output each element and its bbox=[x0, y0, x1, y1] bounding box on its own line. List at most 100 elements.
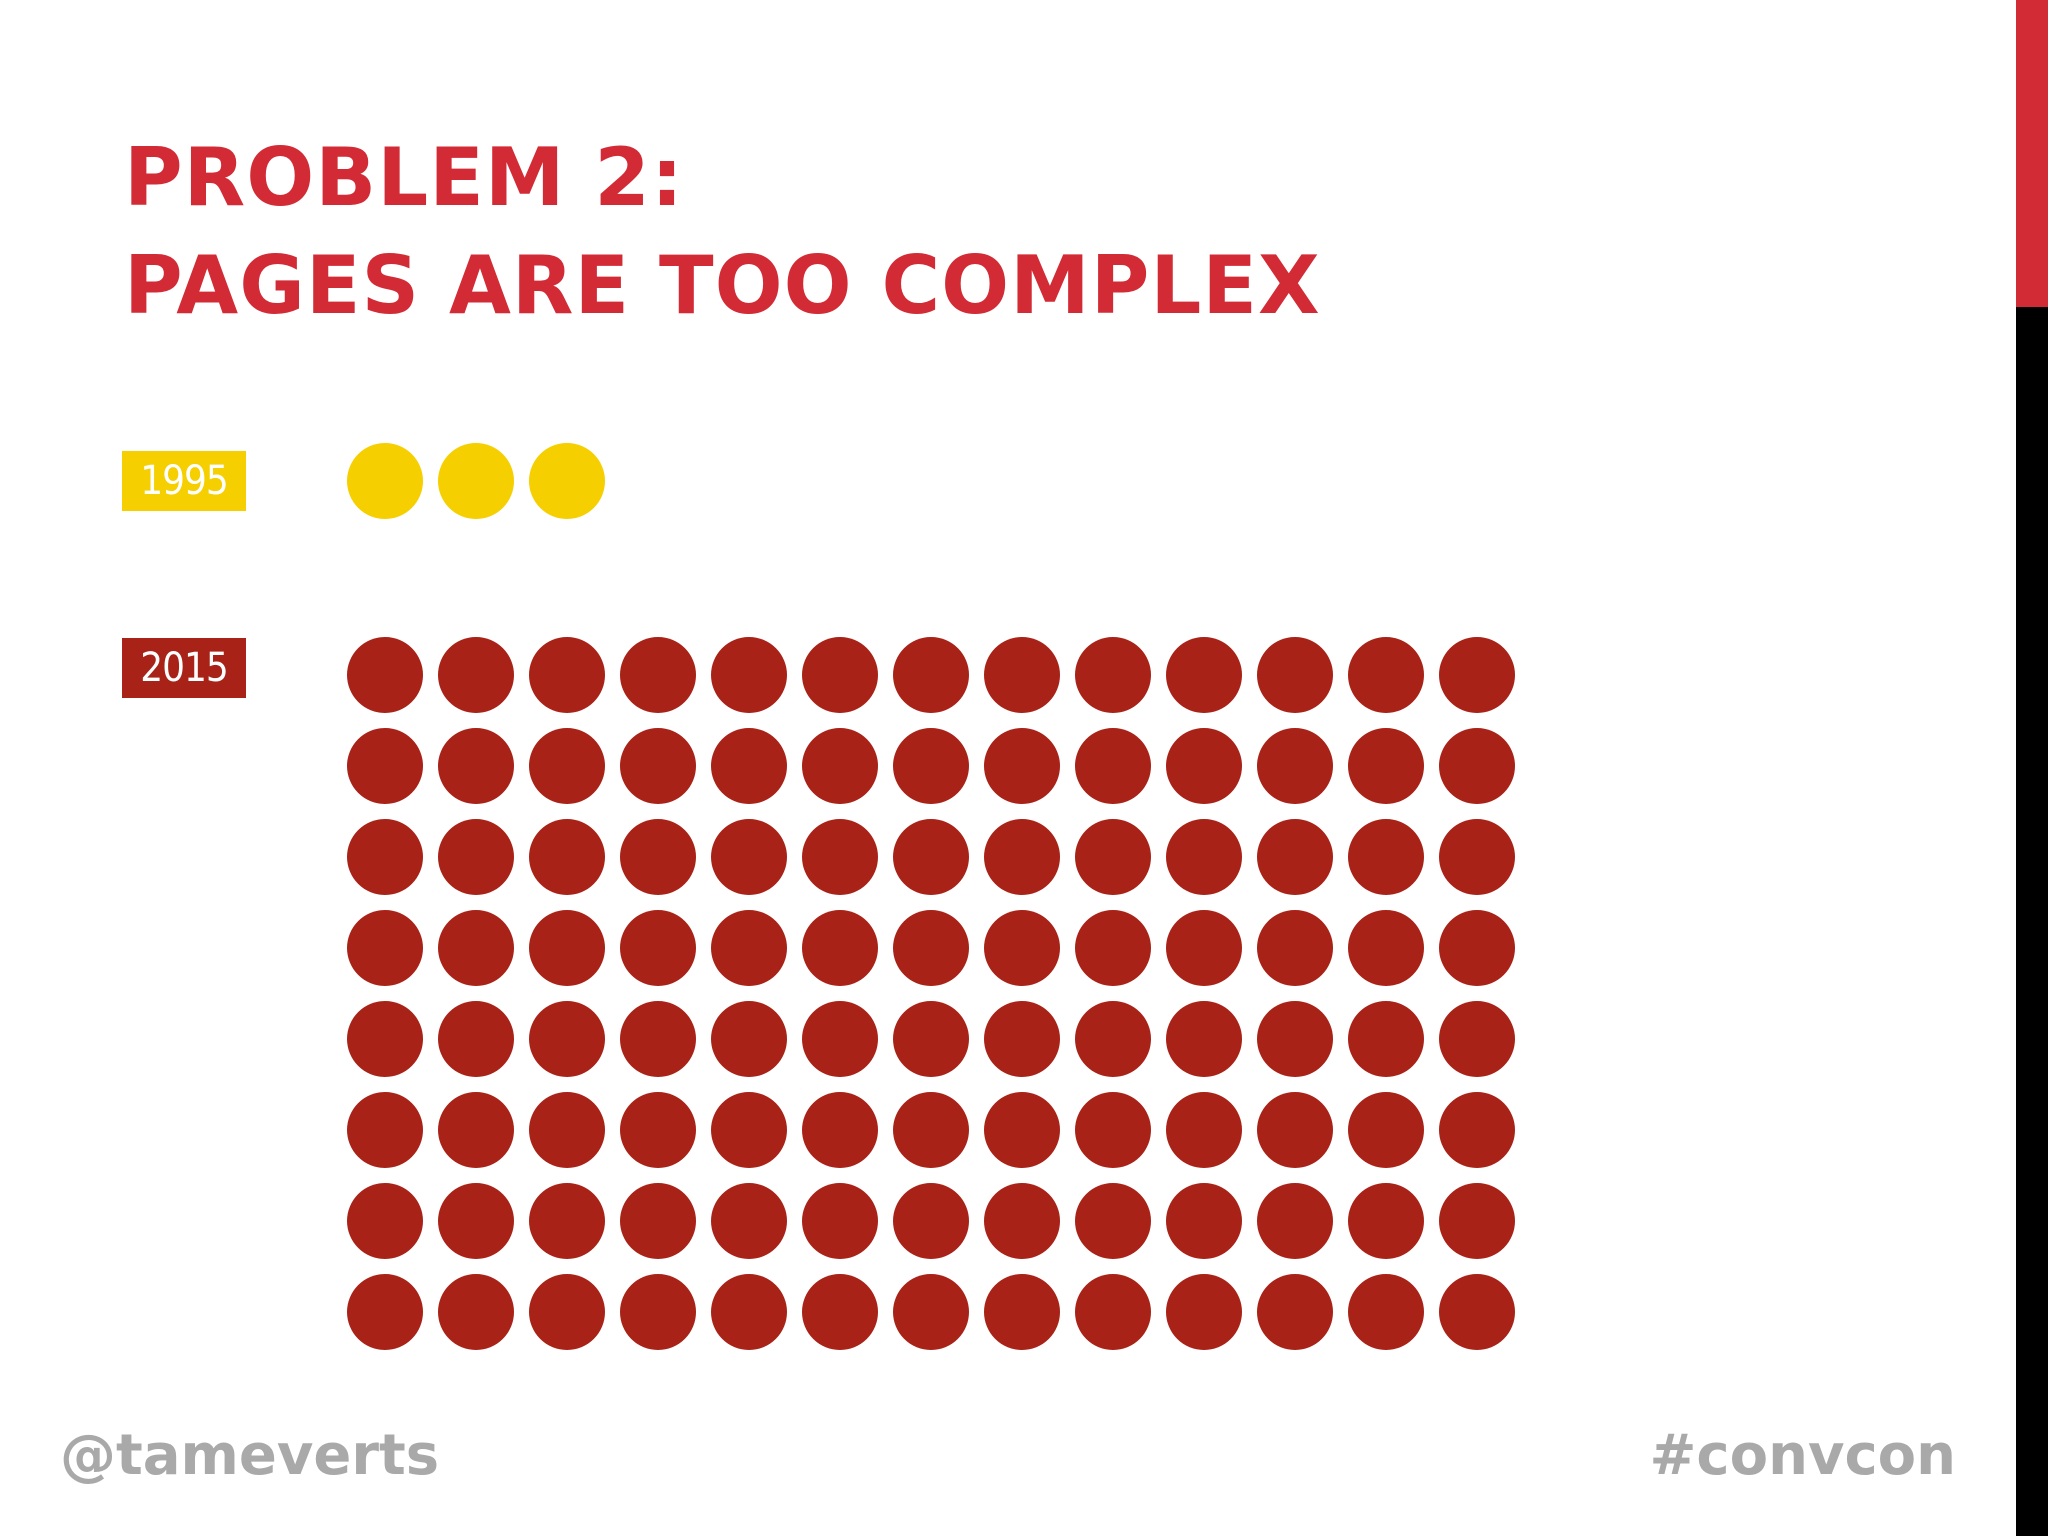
dot-2015-20 bbox=[893, 728, 969, 804]
dot-2015-34 bbox=[984, 819, 1060, 895]
dot-2015-7 bbox=[893, 637, 969, 713]
dot-2015-63 bbox=[1257, 1001, 1333, 1077]
dot-2015-55 bbox=[529, 1001, 605, 1077]
dot-1995-3 bbox=[529, 443, 605, 519]
dot-2015-93 bbox=[438, 1274, 514, 1350]
dot-2015-12 bbox=[1348, 637, 1424, 713]
dot-2015-54 bbox=[438, 1001, 514, 1077]
dot-2015-67 bbox=[438, 1092, 514, 1168]
dot-2015-101 bbox=[1166, 1274, 1242, 1350]
dot-2015-85 bbox=[893, 1183, 969, 1259]
dot-2015-74 bbox=[1075, 1092, 1151, 1168]
dot-2015-83 bbox=[711, 1183, 787, 1259]
dot-2015-29 bbox=[529, 819, 605, 895]
dot-2015-81 bbox=[529, 1183, 605, 1259]
dot-2015-72 bbox=[893, 1092, 969, 1168]
dot-2015-14 bbox=[347, 728, 423, 804]
dot-2015-8 bbox=[984, 637, 1060, 713]
dot-2015-23 bbox=[1166, 728, 1242, 804]
year-label-1995: 1995 bbox=[122, 451, 246, 511]
dot-2015-97 bbox=[802, 1274, 878, 1350]
dot-2015-13 bbox=[1439, 637, 1515, 713]
dot-2015-33 bbox=[893, 819, 969, 895]
dot-2015-43 bbox=[620, 910, 696, 986]
dot-2015-4 bbox=[620, 637, 696, 713]
dot-2015-96 bbox=[711, 1274, 787, 1350]
dot-2015-53 bbox=[347, 1001, 423, 1077]
dot-2015-100 bbox=[1075, 1274, 1151, 1350]
dot-2015-80 bbox=[438, 1183, 514, 1259]
dot-2015-42 bbox=[529, 910, 605, 986]
dot-2015-1 bbox=[347, 637, 423, 713]
dot-2015-57 bbox=[711, 1001, 787, 1077]
dot-2015-52 bbox=[1439, 910, 1515, 986]
dot-2015-31 bbox=[711, 819, 787, 895]
side-dark-bar bbox=[2016, 307, 2048, 1536]
dot-2015-18 bbox=[711, 728, 787, 804]
dot-2015-36 bbox=[1166, 819, 1242, 895]
dot-2015-28 bbox=[438, 819, 514, 895]
dot-2015-37 bbox=[1257, 819, 1333, 895]
dot-2015-95 bbox=[620, 1274, 696, 1350]
dot-2015-26 bbox=[1439, 728, 1515, 804]
dot-2015-70 bbox=[711, 1092, 787, 1168]
dot-2015-73 bbox=[984, 1092, 1060, 1168]
dot-2015-102 bbox=[1257, 1274, 1333, 1350]
dot-2015-66 bbox=[347, 1092, 423, 1168]
dot-2015-11 bbox=[1257, 637, 1333, 713]
dot-2015-87 bbox=[1075, 1183, 1151, 1259]
dot-2015-94 bbox=[529, 1274, 605, 1350]
dot-2015-50 bbox=[1257, 910, 1333, 986]
dot-2015-49 bbox=[1166, 910, 1242, 986]
dot-2015-77 bbox=[1348, 1092, 1424, 1168]
dot-2015-84 bbox=[802, 1183, 878, 1259]
dot-2015-19 bbox=[802, 728, 878, 804]
dot-2015-40 bbox=[347, 910, 423, 986]
dot-2015-56 bbox=[620, 1001, 696, 1077]
dot-1995-1 bbox=[347, 443, 423, 519]
dot-2015-22 bbox=[1075, 728, 1151, 804]
dot-2015-78 bbox=[1439, 1092, 1515, 1168]
title-line-1: PROBLEM 2: bbox=[124, 131, 684, 224]
dot-2015-71 bbox=[802, 1092, 878, 1168]
dot-2015-45 bbox=[802, 910, 878, 986]
dot-2015-86 bbox=[984, 1183, 1060, 1259]
dot-2015-39 bbox=[1439, 819, 1515, 895]
hashtag: #convcon bbox=[1649, 1423, 1957, 1488]
dot-2015-90 bbox=[1348, 1183, 1424, 1259]
year-label-2015: 2015 bbox=[122, 638, 246, 698]
dot-2015-25 bbox=[1348, 728, 1424, 804]
dot-2015-104 bbox=[1439, 1274, 1515, 1350]
dot-2015-10 bbox=[1166, 637, 1242, 713]
side-accent-bar bbox=[2016, 0, 2048, 307]
dot-2015-103 bbox=[1348, 1274, 1424, 1350]
dot-2015-48 bbox=[1075, 910, 1151, 986]
dot-2015-15 bbox=[438, 728, 514, 804]
dot-2015-32 bbox=[802, 819, 878, 895]
dot-2015-35 bbox=[1075, 819, 1151, 895]
title-line-2: PAGES ARE TOO COMPLEX bbox=[124, 239, 1321, 332]
dot-2015-16 bbox=[529, 728, 605, 804]
dot-2015-69 bbox=[620, 1092, 696, 1168]
dot-2015-82 bbox=[620, 1183, 696, 1259]
dot-2015-3 bbox=[529, 637, 605, 713]
dot-2015-17 bbox=[620, 728, 696, 804]
dot-2015-59 bbox=[893, 1001, 969, 1077]
dot-2015-30 bbox=[620, 819, 696, 895]
dot-2015-75 bbox=[1166, 1092, 1242, 1168]
dot-2015-6 bbox=[802, 637, 878, 713]
slide-title: PROBLEM 2: PAGES ARE TOO COMPLEX bbox=[124, 124, 1321, 340]
dot-2015-46 bbox=[893, 910, 969, 986]
dot-2015-60 bbox=[984, 1001, 1060, 1077]
dot-2015-64 bbox=[1348, 1001, 1424, 1077]
dot-2015-51 bbox=[1348, 910, 1424, 986]
dot-2015-9 bbox=[1075, 637, 1151, 713]
dot-2015-38 bbox=[1348, 819, 1424, 895]
dot-2015-99 bbox=[984, 1274, 1060, 1350]
dot-2015-89 bbox=[1257, 1183, 1333, 1259]
dot-2015-61 bbox=[1075, 1001, 1151, 1077]
dot-2015-47 bbox=[984, 910, 1060, 986]
dot-2015-2 bbox=[438, 637, 514, 713]
dot-2015-76 bbox=[1257, 1092, 1333, 1168]
